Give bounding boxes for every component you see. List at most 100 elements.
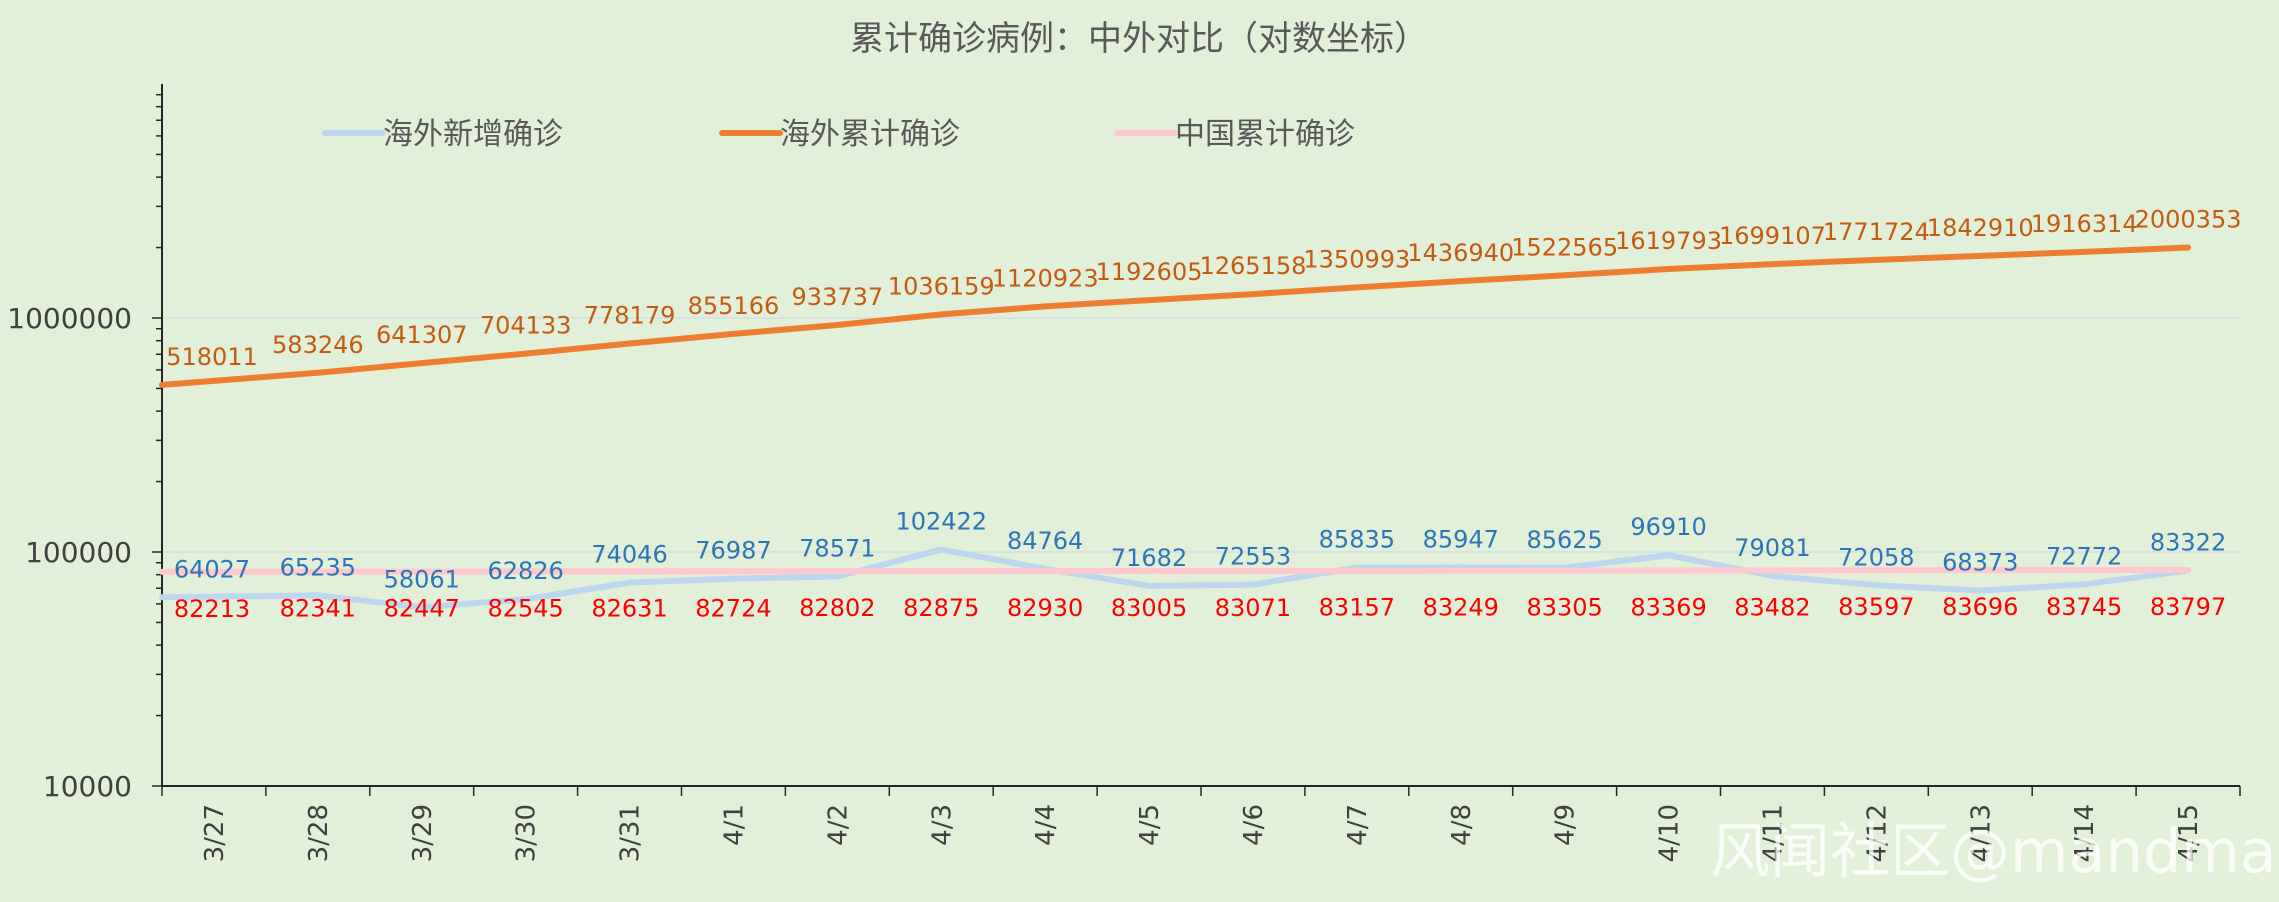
- series-lines: [159, 244, 2192, 611]
- x-tick-label: 4/6: [1239, 804, 1269, 846]
- data-label: 83369: [1630, 593, 1706, 621]
- data-label: 1036159: [888, 272, 995, 300]
- data-label: 83305: [1526, 594, 1602, 622]
- data-label: 1120923: [992, 264, 1099, 292]
- data-label: 1192605: [1096, 258, 1203, 286]
- data-label: 78571: [799, 535, 875, 563]
- data-label: 58061: [384, 565, 460, 593]
- x-tick-label: 4/13: [1966, 804, 1996, 862]
- data-label: 102422: [895, 508, 987, 536]
- data-label: 82447: [384, 595, 460, 623]
- data-label: 82724: [695, 594, 771, 622]
- data-label: 83482: [1734, 593, 1810, 621]
- data-label: 83696: [1942, 593, 2018, 621]
- data-label: 1265158: [1200, 252, 1307, 280]
- data-label: 82341: [280, 595, 356, 623]
- x-tick-label: 3/27: [200, 804, 230, 862]
- x-tick-label: 4/4: [1031, 804, 1061, 846]
- data-label: 583246: [272, 331, 364, 359]
- data-labels: 64027 65235 58061 62826 74046 76987 78571 10242…: [166, 206, 2241, 623]
- chart-title: 累计确诊病例：中外对比（对数坐标）: [850, 19, 1428, 59]
- data-label: 82631: [591, 594, 667, 622]
- x-tick-label: 4/5: [1135, 804, 1165, 846]
- x-tick-label: 4/1: [719, 804, 749, 846]
- x-tick-label: 4/3: [927, 804, 957, 846]
- data-label: 68373: [1942, 549, 2018, 577]
- legend-item: 海外累计确诊: [719, 117, 960, 152]
- data-label: 1350993: [1303, 245, 1410, 273]
- plot-area: [162, 84, 2240, 786]
- data-label: 85947: [1423, 525, 1499, 553]
- data-label: 62826: [487, 557, 563, 585]
- y-tick-label: 10000: [43, 770, 132, 803]
- data-label: 1522565: [1511, 233, 1618, 261]
- x-tick-label: 3/28: [304, 804, 334, 862]
- data-label: 74046: [591, 541, 667, 569]
- data-label: 82545: [487, 594, 563, 622]
- data-label: 82802: [799, 594, 875, 622]
- data-label: 933737: [792, 283, 884, 311]
- x-tick-label: 4/11: [1758, 804, 1788, 862]
- x-tick-label: 4/9: [1551, 804, 1581, 846]
- data-label: 1842910: [1927, 214, 2034, 242]
- data-label: 641307: [376, 321, 468, 349]
- data-label: 83071: [1215, 594, 1291, 622]
- series-line: [159, 566, 2192, 575]
- x-tick-label: 4/12: [1862, 804, 1892, 862]
- data-label: 82875: [903, 594, 979, 622]
- data-label: 1699107: [1719, 222, 1826, 250]
- legend-item: 中国累计确诊: [1114, 117, 1355, 152]
- x-axis: 3/27 3/28 3/29 3/30 3/31 4/1 4/2 4/3 4/4 4/5 4/6 4/…: [161, 785, 2241, 862]
- data-label: 72553: [1215, 543, 1291, 571]
- x-tick-label: 3/31: [616, 804, 646, 862]
- data-label: 1436940: [1407, 239, 1514, 267]
- data-label: 84764: [1007, 527, 1083, 555]
- data-label: 778179: [584, 301, 676, 329]
- data-label: 96910: [1630, 513, 1706, 541]
- data-label: 1916314: [2031, 210, 2138, 238]
- data-label: 82930: [1007, 594, 1083, 622]
- data-label: 71682: [1111, 544, 1187, 572]
- x-tick-label: 4/7: [1343, 804, 1373, 846]
- y-tick-label: 1000000: [7, 302, 132, 335]
- data-label: 83157: [1319, 594, 1395, 622]
- x-tick-label: 3/29: [408, 804, 438, 862]
- data-label: 83745: [2046, 593, 2122, 621]
- data-label: 83597: [1838, 593, 1914, 621]
- legend-label: 海外新增确诊: [383, 117, 563, 152]
- data-label: 518011: [166, 343, 258, 371]
- data-label: 79081: [1734, 534, 1810, 562]
- x-tick-label: 4/15: [2174, 804, 2204, 862]
- data-label: 85835: [1319, 526, 1395, 554]
- y-axis: 10000 100000 1000000: [7, 84, 163, 803]
- legend-label: 海外累计确诊: [780, 117, 960, 152]
- x-tick-label: 3/30: [512, 804, 542, 862]
- series-line: [159, 546, 2192, 611]
- data-label: 64027: [174, 555, 250, 583]
- data-label: 2000353: [2135, 206, 2242, 234]
- data-label: 83249: [1423, 594, 1499, 622]
- gridlines: [162, 317, 2240, 787]
- x-tick-label: 4/8: [1447, 804, 1477, 846]
- series-line: [159, 244, 2192, 388]
- data-label: 855166: [688, 292, 780, 320]
- data-label: 83005: [1111, 594, 1187, 622]
- data-label: 1771724: [1823, 218, 1930, 246]
- watermark: 风闻社区@mandman: [1710, 817, 2279, 887]
- data-label: 72772: [2046, 542, 2122, 570]
- data-label: 72058: [1838, 543, 1914, 571]
- y-tick-label: 100000: [25, 536, 132, 569]
- legend-item: 海外新增确诊: [322, 117, 563, 152]
- data-label: 83797: [2150, 593, 2226, 621]
- data-label: 82213: [174, 595, 250, 623]
- data-label: 65235: [280, 553, 356, 581]
- x-tick-label: 4/10: [1655, 804, 1685, 862]
- x-tick-label: 4/2: [823, 804, 853, 846]
- data-label: 85625: [1526, 526, 1602, 554]
- legend: 海外新增确诊 海外累计确诊 中国累计确诊: [322, 117, 1355, 152]
- data-label: 1619793: [1615, 227, 1722, 255]
- legend-label: 中国累计确诊: [1175, 117, 1355, 152]
- x-tick-label: 4/14: [2070, 804, 2100, 862]
- data-label: 76987: [695, 537, 771, 565]
